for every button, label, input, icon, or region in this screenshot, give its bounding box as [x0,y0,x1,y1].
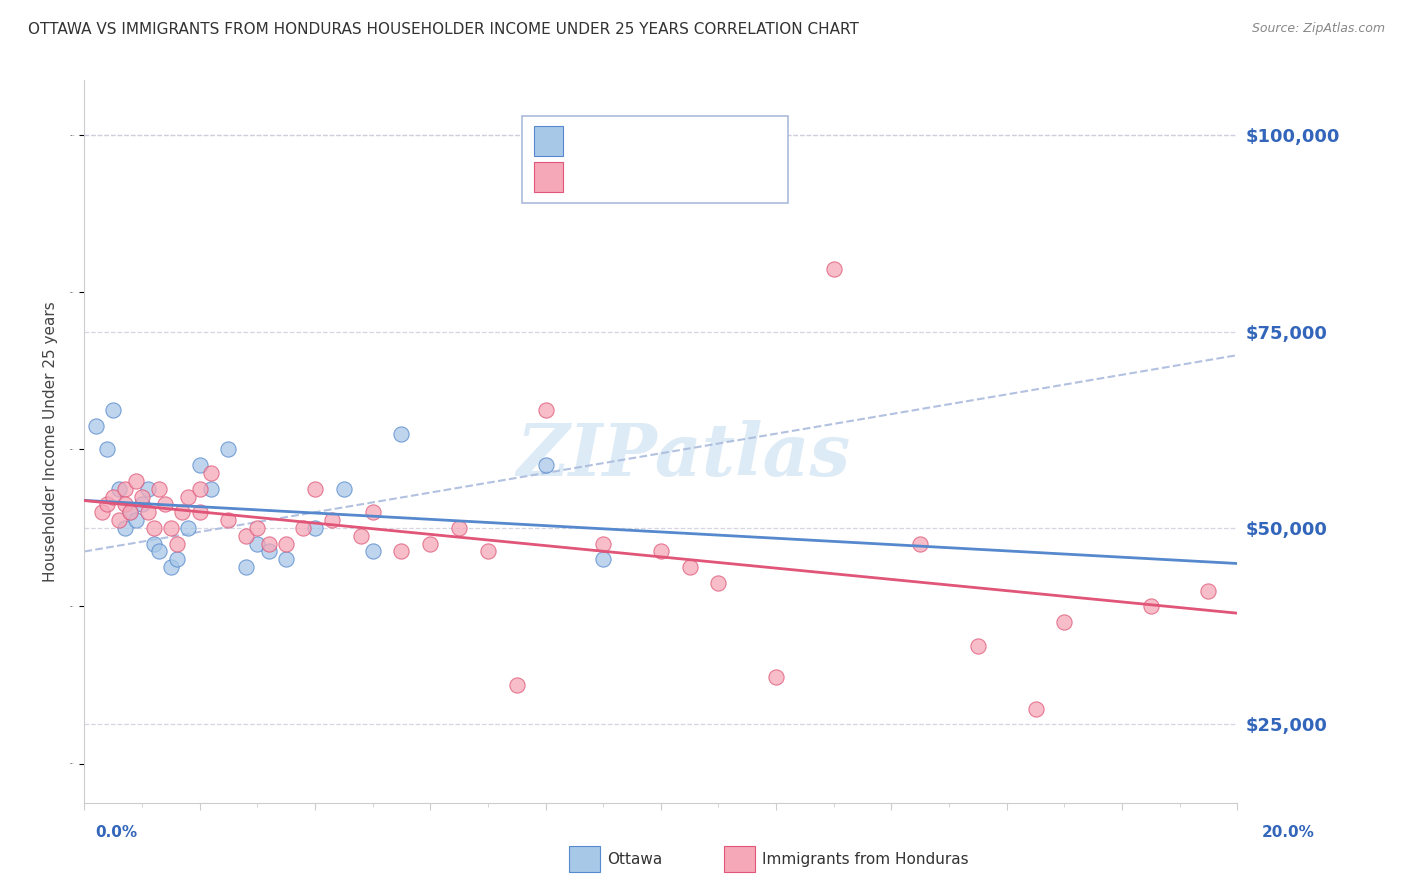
Point [153,497,176,511]
Point [257,536,280,550]
Point [166,552,188,566]
Point [321,513,343,527]
Point [910,536,932,550]
Point [108,513,131,527]
Point [172,505,194,519]
Point [160,521,183,535]
Text: ZIPatlas: ZIPatlas [517,420,851,491]
Point [120,505,142,519]
Point [90,505,112,519]
Point [166,536,188,550]
Point [419,536,441,550]
Point [1198,583,1220,598]
Point [534,403,557,417]
Text: OTTAWA VS IMMIGRANTS FROM HONDURAS HOUSEHOLDER INCOME UNDER 25 YEARS CORRELATION: OTTAWA VS IMMIGRANTS FROM HONDURAS HOUSE… [28,22,859,37]
Point [967,639,990,653]
Point [276,552,298,566]
Point [218,442,240,457]
Text: Source: ZipAtlas.com: Source: ZipAtlas.com [1251,22,1385,36]
Point [235,529,257,543]
Point [246,536,269,550]
Point [391,544,413,558]
Text: Ottawa: Ottawa [607,853,662,867]
Point [292,521,315,535]
FancyBboxPatch shape [523,117,787,203]
Point [350,529,373,543]
Point [188,458,211,472]
Point [136,482,159,496]
Point [177,490,200,504]
Point [592,552,614,566]
Text: 20.0%: 20.0% [1261,825,1315,839]
Point [160,560,183,574]
Point [333,482,356,496]
Point [188,505,211,519]
Point [125,513,148,527]
Point [391,426,413,441]
Point [707,575,730,590]
Point [200,466,222,480]
FancyBboxPatch shape [534,162,562,193]
Point [114,521,136,535]
Point [148,544,170,558]
Point [276,536,298,550]
Point [125,474,148,488]
Point [218,513,240,527]
Point [136,505,159,519]
Point [96,442,118,457]
FancyBboxPatch shape [534,126,562,156]
Point [103,403,124,417]
Text: R = -0.251   N = 48: R = -0.251 N = 48 [575,168,751,186]
Text: 0.0%: 0.0% [96,825,138,839]
Point [1025,701,1047,715]
Y-axis label: Householder Income Under 25 years: Householder Income Under 25 years [44,301,58,582]
Point [361,505,384,519]
Point [148,482,170,496]
Point [650,544,672,558]
Text: Immigrants from Honduras: Immigrants from Honduras [762,853,969,867]
Point [304,521,326,535]
Point [1140,599,1163,614]
Point [120,505,142,519]
Point [188,482,211,496]
Point [257,544,280,558]
Point [96,497,118,511]
Point [304,482,326,496]
Point [108,482,131,496]
Point [131,497,153,511]
Point [103,490,124,504]
Point [765,670,787,684]
Point [142,536,165,550]
Point [131,490,153,504]
Point [534,458,557,472]
Point [1053,615,1076,630]
Point [823,261,845,276]
Point [477,544,499,558]
Point [84,418,107,433]
Point [142,521,165,535]
Point [200,482,222,496]
Point [449,521,471,535]
Point [177,521,200,535]
Point [361,544,384,558]
Point [114,497,136,511]
Point [592,536,614,550]
Point [506,678,529,692]
Point [679,560,702,574]
Point [114,482,136,496]
Text: R =  0.153   N = 27: R = 0.153 N = 27 [575,132,751,150]
Point [235,560,257,574]
Point [246,521,269,535]
